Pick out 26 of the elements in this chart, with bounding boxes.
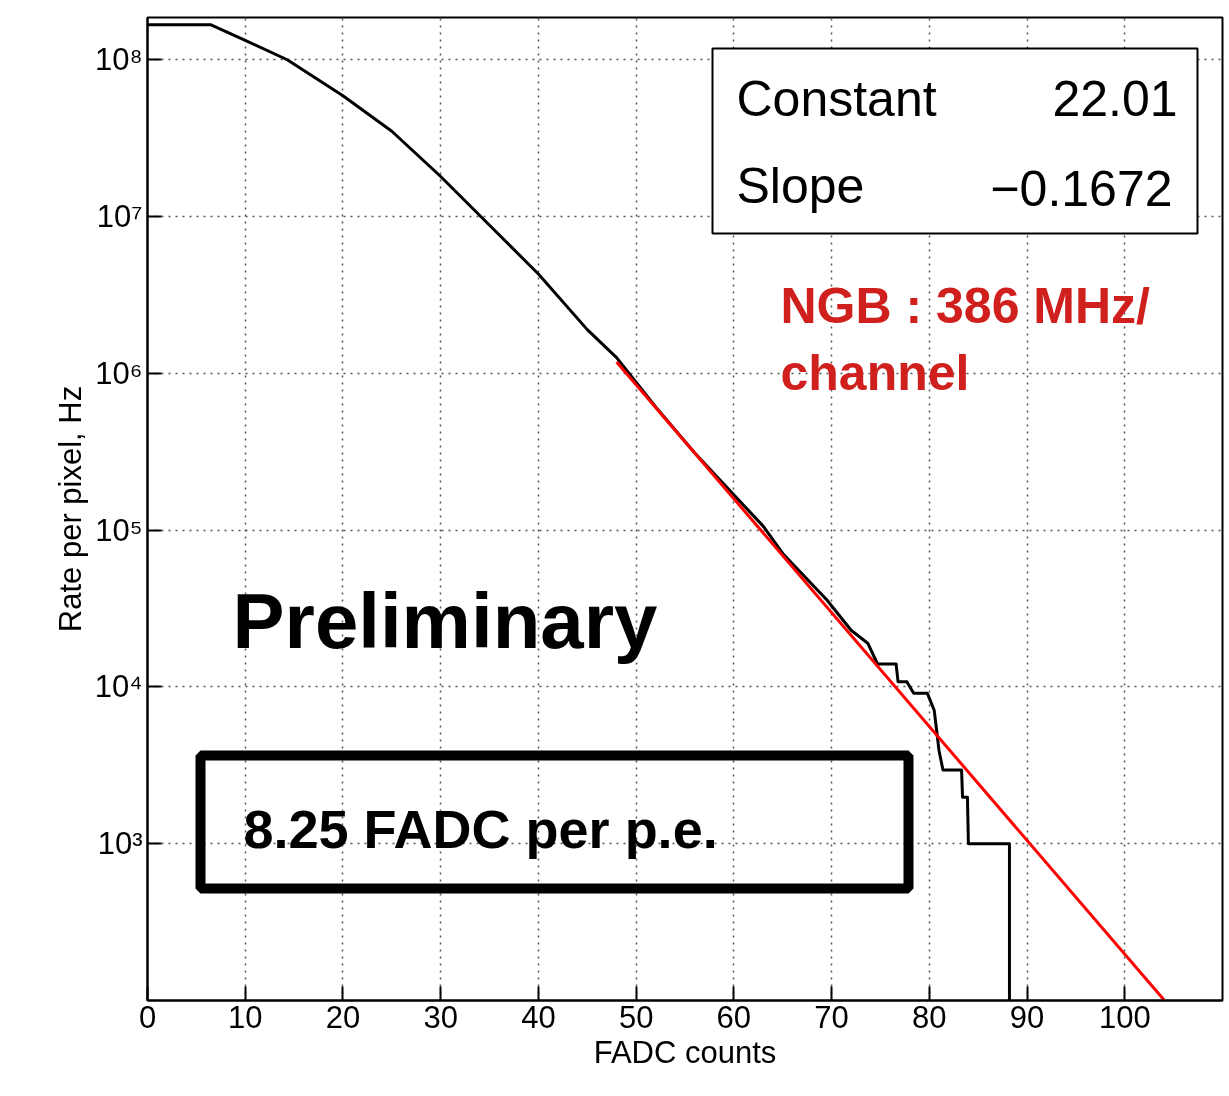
x-tick-label: 40 (521, 999, 556, 1035)
y-tick-label: 10⁶ (95, 355, 143, 391)
x-tick-label: 20 (325, 999, 361, 1035)
y-tick-label: 10⁵ (95, 512, 143, 548)
x-axis-title: FADC counts (593, 1034, 777, 1070)
y-tick-label: 10⁸ (94, 42, 143, 78)
y-tick-label: 10³ (97, 826, 143, 862)
annotation: Constant (736, 70, 937, 127)
annotation: −0.1672 (990, 161, 1173, 217)
x-tick-label: 90 (1009, 999, 1045, 1035)
annotation: 8.25 FADC per p.e. (243, 798, 718, 859)
annotation: NGB : 386 MHz/ channel (780, 277, 1151, 401)
y-tick-label: 10⁴ (94, 669, 143, 705)
annotation: 22.01 (1052, 71, 1178, 127)
x-tick-label: 80 (912, 999, 947, 1035)
y-tick-label: 10⁷ (96, 199, 143, 235)
x-tick-label: 10 (227, 999, 263, 1035)
y-axis-title: Rate per pixel, Hz (52, 385, 88, 633)
x-tick-label: 50 (618, 999, 654, 1035)
x-tick-label: 60 (716, 999, 752, 1035)
annotation: Preliminary (232, 576, 658, 665)
x-tick-label: 30 (423, 999, 458, 1035)
x-tick-label: 0 (138, 999, 157, 1035)
x-tick-label: 100 (1098, 999, 1151, 1035)
x-tick-label: 70 (814, 999, 849, 1035)
annotation: Slope (736, 157, 865, 214)
